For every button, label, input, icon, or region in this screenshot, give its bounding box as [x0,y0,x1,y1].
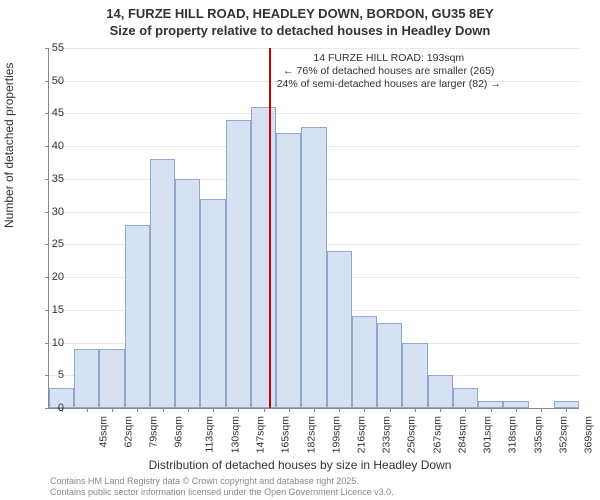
y-axis-label: Number of detached properties [2,63,16,228]
histogram-bar [200,199,225,408]
x-tick-label: 369sqm [583,416,595,453]
x-tick-mark [314,408,315,412]
x-tick-label: 182sqm [305,416,317,453]
histogram-bar [251,107,276,408]
y-tick-label: 25 [40,238,64,250]
x-tick-label: 113sqm [203,416,215,453]
x-tick-label: 130sqm [229,416,241,453]
footer-line-2: Contains public sector information licen… [50,487,394,498]
y-tick-label: 50 [40,75,64,87]
x-tick-label: 267sqm [431,416,443,453]
histogram-bar [125,225,150,408]
x-tick-label: 352sqm [557,416,569,453]
x-tick-mark [264,408,265,412]
x-tick-label: 79sqm [148,416,160,448]
histogram-bar [150,159,175,408]
x-tick-mark [491,408,492,412]
y-tick-label: 35 [40,173,64,185]
y-tick-label: 5 [40,369,64,381]
annotation-line: 14 FURZE HILL ROAD: 193sqm [277,52,501,65]
footer-attribution: Contains HM Land Registry data © Crown c… [50,476,394,498]
annotation-line: ← 76% of detached houses are smaller (26… [277,65,501,78]
x-tick-label: 335sqm [532,416,544,453]
x-tick-label: 147sqm [254,416,266,453]
histogram-bar [377,323,402,408]
x-tick-mark [339,408,340,412]
histogram-bar [276,133,301,408]
plot-region: 45sqm62sqm79sqm96sqm113sqm130sqm147sqm16… [48,48,579,409]
annotation-box: 14 FURZE HILL ROAD: 193sqm← 76% of detac… [277,52,501,91]
x-tick-mark [289,408,290,412]
x-tick-mark [516,408,517,412]
x-tick-label: 318sqm [507,416,519,453]
y-tick-label: 20 [40,271,64,283]
histogram-bar [301,127,326,408]
histogram-bar [226,120,251,408]
gridline [49,113,579,114]
histogram-bar [99,349,124,408]
x-tick-mark [163,408,164,412]
x-tick-label: 301sqm [482,416,494,453]
x-tick-mark [390,408,391,412]
x-tick-mark [137,408,138,412]
x-tick-mark [213,408,214,412]
x-tick-mark [440,408,441,412]
x-tick-label: 284sqm [456,416,468,453]
y-tick-label: 30 [40,206,64,218]
histogram-bar [74,349,99,408]
x-tick-mark [415,408,416,412]
x-tick-label: 62sqm [122,416,134,448]
y-tick-label: 0 [40,402,64,414]
x-tick-mark [465,408,466,412]
gridline [49,48,579,49]
x-tick-mark [238,408,239,412]
chart-title: 14, FURZE HILL ROAD, HEADLEY DOWN, BORDO… [0,0,600,40]
x-tick-label: 165sqm [280,416,292,453]
y-tick-label: 45 [40,107,64,119]
x-tick-mark [364,408,365,412]
title-line-2: Size of property relative to detached ho… [0,23,600,40]
histogram-bar [402,343,427,408]
x-tick-label: 216sqm [355,416,367,453]
y-tick-label: 10 [40,337,64,349]
x-tick-label: 199sqm [330,416,342,453]
histogram-bar [352,316,377,408]
histogram-bar [175,179,200,408]
marker-line [269,48,271,408]
y-tick-label: 40 [40,140,64,152]
histogram-bar [327,251,352,408]
x-tick-mark [112,408,113,412]
histogram-bar [428,375,453,408]
x-axis-label: Distribution of detached houses by size … [0,458,600,472]
x-tick-label: 45sqm [97,416,109,448]
histogram-bar [453,388,478,408]
x-tick-mark [87,408,88,412]
y-tick-label: 55 [40,42,64,54]
chart-area: 45sqm62sqm79sqm96sqm113sqm130sqm147sqm16… [48,48,578,408]
x-tick-label: 250sqm [406,416,418,453]
title-line-1: 14, FURZE HILL ROAD, HEADLEY DOWN, BORDO… [0,6,600,23]
x-tick-mark [541,408,542,412]
x-tick-mark [566,408,567,412]
footer-line-1: Contains HM Land Registry data © Crown c… [50,476,394,487]
x-tick-label: 233sqm [381,416,393,453]
x-tick-label: 96sqm [173,416,185,448]
x-tick-mark [188,408,189,412]
annotation-line: 24% of semi-detached houses are larger (… [277,78,501,91]
y-tick-label: 15 [40,304,64,316]
